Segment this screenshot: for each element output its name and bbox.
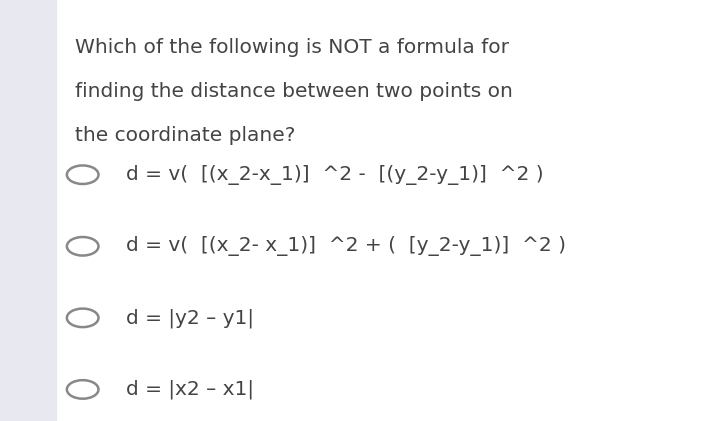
Text: d = v(  [(x_2-x_1)]  ^2 -  [(y_2-y_1)]  ^2 ): d = v( [(x_2-x_1)] ^2 - [(y_2-y_1)] ^2 )	[126, 165, 544, 185]
Text: d = |x2 – x1|: d = |x2 – x1|	[126, 380, 254, 399]
Text: finding the distance between two points on: finding the distance between two points …	[75, 82, 513, 101]
Bar	[0, 0, 56, 421]
Text: d = v(  [(x_2- x_1)]  ^2 + (  [y_2-y_1)]  ^2 ): d = v( [(x_2- x_1)] ^2 + ( [y_2-y_1)] ^2…	[126, 236, 566, 256]
Text: the coordinate plane?: the coordinate plane?	[75, 126, 296, 145]
Text: Which of the following is NOT a formula for: Which of the following is NOT a formula …	[75, 38, 510, 57]
Text: d = |y2 – y1|: d = |y2 – y1|	[126, 308, 254, 328]
